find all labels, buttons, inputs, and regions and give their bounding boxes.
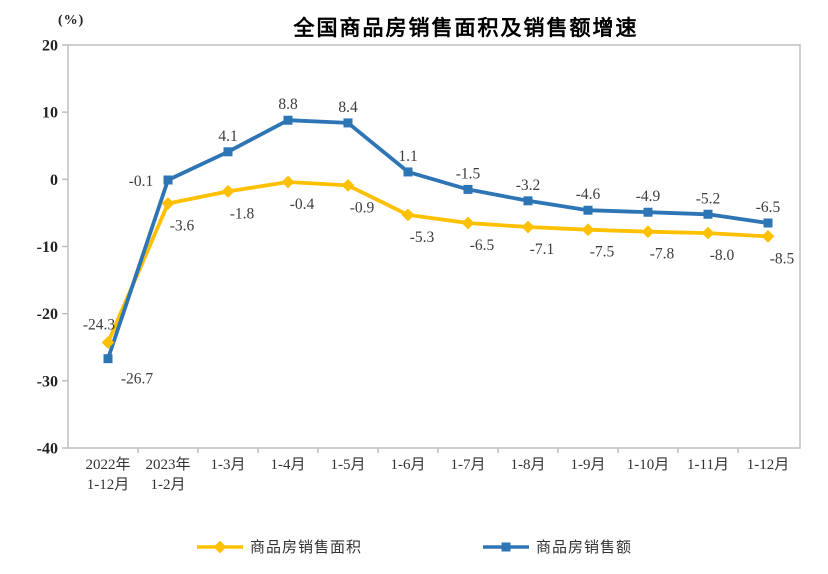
- square-marker: [583, 205, 593, 215]
- diamond-marker: [281, 175, 295, 189]
- square-marker: [163, 175, 173, 185]
- y-axis-tick-label: -40: [37, 441, 58, 458]
- data-label: -8.5: [770, 250, 795, 267]
- square-marker: [523, 196, 533, 206]
- x-axis-category-label: 1-12月: [747, 457, 790, 473]
- x-axis-category-label: 1-7月: [451, 457, 486, 473]
- diamond-marker: [581, 223, 595, 237]
- data-label: 8.4: [338, 99, 358, 116]
- legend-label: 商品房销售面积: [249, 540, 362, 556]
- data-label: -0.9: [350, 199, 375, 216]
- x-axis-category-label: 1-6月: [391, 457, 426, 473]
- x-axis-category-label: 1-12月: [87, 477, 130, 493]
- square-marker: [643, 207, 653, 217]
- diamond-marker: [341, 179, 355, 192]
- y-axis-tick-label: 20: [42, 38, 58, 55]
- data-label: -7.5: [590, 244, 615, 261]
- data-label: -6.5: [470, 237, 495, 254]
- y-axis-tick-label: 10: [42, 105, 58, 122]
- x-axis-category-label: 1-9月: [571, 457, 606, 473]
- data-label: -5.2: [696, 190, 721, 207]
- legend-item-1: 商品房销售额: [482, 536, 632, 557]
- x-axis-category-label: 1-8月: [511, 457, 546, 473]
- x-axis-category-label: 2023年: [145, 456, 190, 473]
- chart-title: 全国商品房销售面积及销售额增速: [293, 16, 639, 40]
- square-marker: [283, 115, 293, 125]
- diamond-marker: [401, 208, 415, 222]
- diamond-marker: [641, 225, 655, 239]
- square-marker: [703, 209, 713, 219]
- data-label: -7.8: [650, 246, 675, 263]
- square-marker: [403, 167, 413, 177]
- legend-item-0: 商品房销售面积: [196, 536, 362, 557]
- data-label: -5.3: [410, 229, 435, 246]
- diamond-legend-swatch: [196, 540, 243, 553]
- x-axis-category-label: 1-3月: [211, 457, 246, 473]
- data-label: -0.4: [290, 196, 315, 213]
- legend-label: 商品房销售额: [536, 540, 633, 556]
- data-label: -3.6: [170, 218, 195, 235]
- series-line-0: [106, 180, 770, 345]
- data-label: -8.0: [710, 247, 735, 264]
- data-label: -0.1: [129, 173, 154, 190]
- data-label: -26.7: [121, 371, 154, 388]
- x-axis-category-label: 1-11月: [687, 457, 729, 473]
- series-line-1: [106, 118, 770, 361]
- data-label: -6.5: [756, 199, 781, 216]
- x-axis-category-label: 1-2月: [151, 477, 186, 493]
- square-marker: [103, 354, 113, 364]
- y-axis-tick-label: -30: [37, 373, 58, 390]
- plot-border: [67, 44, 801, 449]
- square-legend-swatch: [483, 542, 529, 551]
- square-marker: [223, 147, 233, 157]
- x-axis-category-label: 2022年: [85, 456, 130, 473]
- square-marker: [343, 118, 353, 128]
- data-label: -4.9: [636, 188, 661, 205]
- data-label: 8.8: [278, 96, 298, 113]
- x-axis-category-label: 1-10月: [627, 457, 670, 473]
- diamond-marker: [161, 197, 175, 210]
- data-label: -4.6: [576, 186, 601, 203]
- data-label: -7.1: [530, 241, 555, 258]
- y-axis-unit-label: (%): [58, 13, 85, 28]
- data-label: -1.8: [230, 205, 255, 222]
- data-label: -3.2: [516, 177, 541, 194]
- x-axis-category-label: 1-4月: [271, 457, 306, 473]
- diamond-marker: [461, 216, 475, 230]
- data-label: -24.3: [83, 317, 116, 334]
- y-axis-tick-label: -10: [37, 239, 58, 256]
- square-marker: [463, 184, 473, 194]
- y-axis-tick-label: 0: [50, 172, 58, 189]
- chart-legend: 商品房销售面积 商品房销售额: [0, 536, 828, 557]
- diamond-marker: [701, 226, 715, 240]
- data-label: 1.1: [398, 148, 417, 165]
- data-label: -1.5: [456, 165, 481, 182]
- diamond-marker: [521, 220, 535, 234]
- diamond-marker: [101, 336, 115, 349]
- square-marker: [763, 218, 773, 228]
- diamond-marker: [761, 230, 775, 243]
- x-axis-category-label: 1-5月: [331, 457, 366, 473]
- data-label: 4.1: [218, 128, 237, 145]
- y-axis-tick-label: -20: [37, 306, 58, 323]
- diamond-marker: [221, 185, 235, 198]
